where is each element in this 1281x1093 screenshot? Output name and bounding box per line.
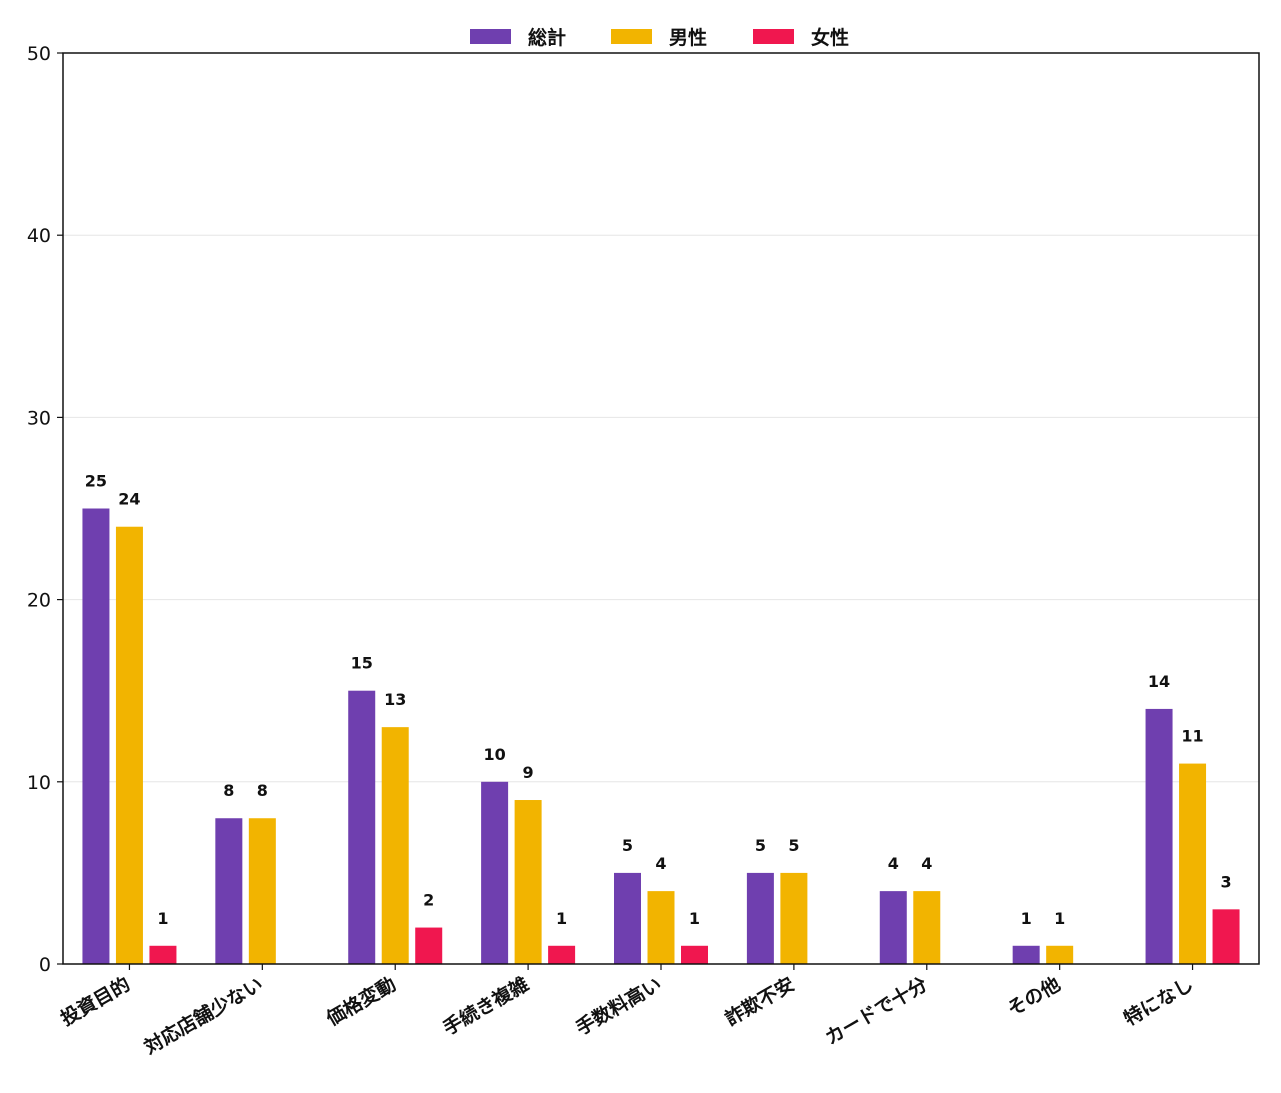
y-tick-label: 40 — [27, 225, 51, 247]
legend-label: 総計 — [528, 26, 566, 49]
x-tick-label: カードで十分 — [821, 972, 931, 1049]
x-tick-label: その他 — [1003, 972, 1064, 1020]
data-label: 11 — [1181, 727, 1203, 746]
bar-0-5 — [746, 872, 774, 964]
bar-1-4 — [647, 891, 675, 964]
plot-frame — [62, 52, 1260, 965]
data-label: 24 — [118, 490, 140, 509]
data-label: 10 — [483, 745, 505, 764]
bars — [82, 508, 1240, 964]
legend-swatch — [611, 29, 652, 44]
bar-1-1 — [248, 818, 276, 964]
data-label: 8 — [223, 781, 234, 800]
legend-label: 男性 — [669, 26, 707, 49]
data-label: 14 — [1148, 672, 1170, 691]
bar-0-7 — [1012, 945, 1040, 964]
data-label: 5 — [755, 836, 766, 855]
bar-1-8 — [1179, 763, 1207, 964]
bar-2-8 — [1212, 909, 1240, 964]
x-tick-label: 詐欺不安 — [721, 972, 798, 1030]
data-label: 9 — [523, 763, 534, 782]
x-tick-label: 手続き複雑 — [439, 972, 533, 1039]
bar-2-3 — [548, 945, 576, 964]
bar-0-1 — [215, 818, 243, 964]
bar-1-2 — [381, 727, 409, 964]
grid-lines — [63, 234, 1259, 783]
data-label: 13 — [384, 690, 406, 709]
bar-2-2 — [415, 927, 443, 964]
bar-1-3 — [514, 800, 542, 964]
y-tick-label: 50 — [27, 43, 51, 65]
x-tick-label: 手数料高い — [572, 972, 666, 1039]
legend: 総計 男性 女性 — [470, 26, 849, 49]
data-label: 2 — [423, 891, 434, 910]
y-tick-label: 20 — [27, 590, 51, 612]
bar-0-8 — [1145, 708, 1173, 964]
data-label: 25 — [85, 472, 107, 491]
y-tick-label: 30 — [27, 407, 51, 429]
bar-2-0 — [149, 945, 177, 964]
bar-0-3 — [481, 781, 509, 964]
x-tick-label: 対応店舗少ない — [139, 972, 267, 1059]
data-label: 4 — [921, 854, 932, 873]
data-label: 5 — [622, 836, 633, 855]
bar-0-2 — [348, 690, 376, 964]
axes: 0 10 20 30 40 50 投資目的 対応店舗少ない 価格変動 手続き複雑 手数料高い 詐欺不安… — [27, 43, 1197, 1059]
y-tick-label: 10 — [27, 772, 51, 794]
x-tick-label: 価格変動 — [322, 972, 400, 1030]
data-label: 1 — [1054, 909, 1065, 928]
bar-1-0 — [115, 526, 143, 964]
data-label: 4 — [655, 854, 666, 873]
data-label: 8 — [257, 781, 268, 800]
y-tick-label: 0 — [39, 954, 51, 976]
bar-1-5 — [780, 872, 808, 964]
data-label: 1 — [157, 909, 168, 928]
data-label: 5 — [788, 836, 799, 855]
data-label: 15 — [351, 654, 373, 673]
data-label: 4 — [888, 854, 899, 873]
bar-0-6 — [879, 891, 907, 964]
data-label: 3 — [1220, 872, 1231, 891]
data-label: 1 — [556, 909, 567, 928]
bar-0-4 — [614, 872, 641, 964]
data-label: 1 — [689, 909, 700, 928]
bar-0-0 — [82, 508, 110, 964]
legend-swatch — [470, 29, 511, 44]
x-tick-label: 投資目的 — [57, 972, 134, 1030]
bar-1-7 — [1046, 945, 1074, 964]
legend-swatch — [753, 29, 794, 44]
data-label: 1 — [1021, 909, 1032, 928]
bar-1-6 — [913, 891, 941, 964]
legend-label: 女性 — [811, 26, 849, 49]
bar-2-4 — [681, 945, 708, 964]
x-tick-label: 特になし — [1120, 973, 1197, 1030]
